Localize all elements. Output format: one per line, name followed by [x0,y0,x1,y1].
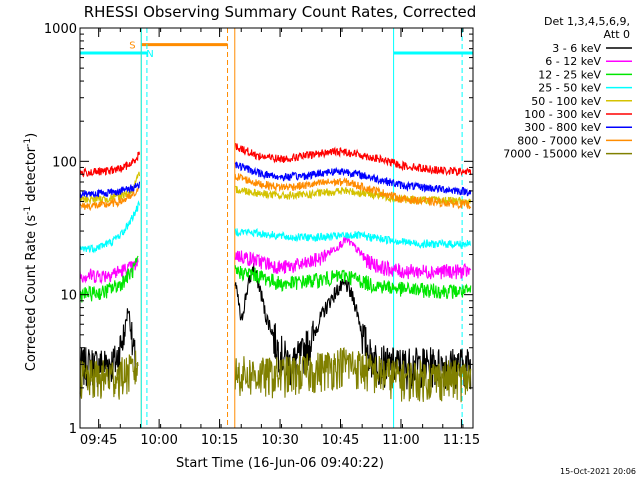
series-line-100-to-300kev [79,151,141,178]
x-axis-label: Start Time (16-Jun-06 09:40:22) [176,456,384,471]
series-line-300-to-800kev [234,161,472,197]
chart-title: RHESSI Observing Summary Count Rates, Co… [84,3,477,21]
series-line-7000-to-15000kev [234,347,472,403]
x-tick-label: 10:45 [322,433,359,448]
series-line-25-to-50kev [79,200,141,254]
x-tick-label: 10:30 [261,433,298,448]
legend-label: 50 - 100 keV [531,95,601,108]
legend-label: 25 - 50 keV [538,82,601,95]
legend-label: 100 - 300 keV [524,108,601,121]
series-line-6-to-12kev [234,236,472,280]
y-tick-label: 100 [52,155,77,170]
x-tick-label: 11:00 [382,433,419,448]
night-flag-label: N [146,49,153,60]
y-tick-label: 1 [69,422,77,437]
series-line-25-to-50kev [234,227,472,250]
series-line-100-to-300kev [235,143,472,177]
y-axis-label: Corrected Count Rate (s-1 detector-1) [23,133,39,371]
legend-header-detectors: Det 1,3,4,5,6,9, [544,15,630,28]
series-line-800-to-7000kev [79,188,139,212]
series-line-7000-to-15000kev [79,350,139,400]
series-line-12-to-25kev [79,255,139,303]
series-line-800-to-7000kev [234,173,472,210]
legend-label: 6 - 12 keV [545,55,601,68]
series-line-50-to-100kev [235,185,472,207]
legend-label: 800 - 7000 keV [517,134,601,147]
y-tick-label: 1000 [44,22,77,37]
legend-label: 3 - 6 keV [552,42,601,55]
legend-label: 300 - 800 keV [524,121,601,134]
series-line-12-to-25kev [234,265,472,300]
plot-frame [79,27,474,429]
date-stamp: 15-Oct-2021 20:06 [560,467,636,476]
y-tick-label: 10 [60,289,77,304]
legend-label: 7000 - 15000 keV [503,148,601,161]
x-tick-label: 11:15 [443,433,480,448]
x-tick-label: 10:00 [140,433,177,448]
legend-header-attenuator: Att 0 [604,28,630,41]
axes: 1 10 100 1000 09:45 10:00 10:15 10:30 10:45 11:00… [44,22,480,448]
saa-flag-label: S [129,41,135,52]
series-line-6-to-12kev [79,258,139,285]
legend-label: 12 - 25 keV [538,68,601,81]
series-line-300-to-800kev [79,181,141,199]
x-tick-label: 10:15 [201,433,238,448]
x-tick-label: 09:45 [80,433,117,448]
plot-area: SN [79,28,473,428]
